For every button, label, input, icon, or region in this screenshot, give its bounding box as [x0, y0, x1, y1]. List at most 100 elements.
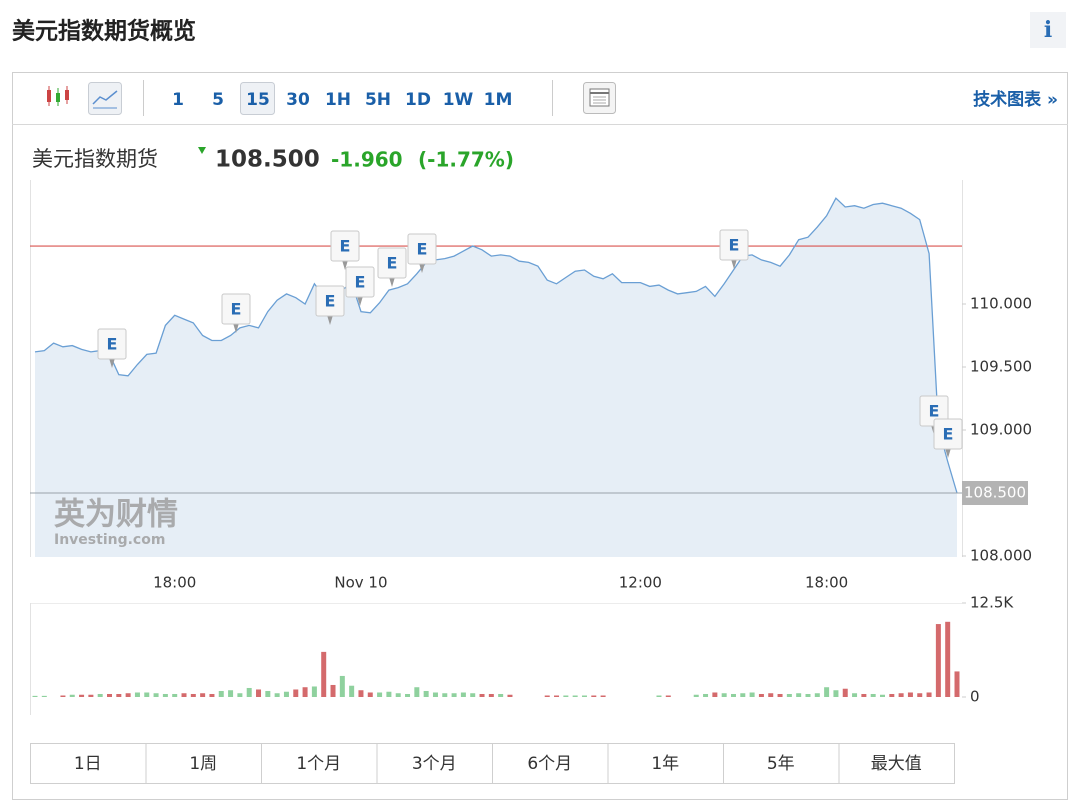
- volume-bar: [814, 693, 820, 697]
- event-pointer: [945, 448, 951, 458]
- range-button[interactable]: [261, 743, 378, 784]
- event-marker[interactable]: E: [377, 247, 407, 287]
- interval-button[interactable]: 1W: [443, 90, 474, 110]
- range-button[interactable]: [723, 743, 840, 784]
- volume-bar: [358, 690, 364, 697]
- x-tick-label: 12:00: [619, 574, 662, 592]
- interval-button[interactable]: 30: [286, 90, 310, 110]
- event-marker[interactable]: E: [933, 418, 963, 458]
- event-marker[interactable]: E: [407, 233, 437, 273]
- range-label[interactable]: 1日: [74, 754, 102, 774]
- range-button[interactable]: [145, 743, 262, 784]
- range-button[interactable]: [492, 743, 609, 784]
- event-pointer: [233, 323, 239, 333]
- event-label: E: [325, 292, 336, 311]
- range-group: 1日 1周 1个月 3个月 6个月 1年 5年 最大值: [30, 743, 955, 784]
- volume-chart: 0 12.5K: [32, 594, 1014, 706]
- volume-bar: [274, 693, 280, 697]
- volume-bar: [544, 695, 550, 697]
- volume-bar: [200, 693, 206, 697]
- event-box: [221, 293, 251, 325]
- watermark-brand: 英为财情: [54, 497, 178, 533]
- volume-bar: [405, 693, 411, 697]
- table-button[interactable]: [583, 82, 616, 114]
- volume-bar: [190, 693, 196, 697]
- range-button[interactable]: [30, 743, 147, 784]
- range-label[interactable]: 1个月: [296, 754, 341, 774]
- volume-bar: [181, 693, 187, 697]
- volume-bar: [563, 695, 569, 697]
- volume-bar: [432, 692, 438, 697]
- x-tick-label: 18:00: [153, 574, 196, 592]
- volume-bar: [88, 694, 94, 697]
- volume-bar: [237, 693, 243, 697]
- volume-bar: [703, 693, 709, 697]
- page-title: 美元指数期货概览: [12, 18, 196, 45]
- range-label[interactable]: 6个月: [527, 754, 572, 774]
- range-label[interactable]: 3个月: [412, 754, 457, 774]
- volume-bar: [879, 694, 885, 697]
- volume-bar: [228, 690, 234, 697]
- volume-bar: [870, 693, 876, 697]
- event-box: [377, 247, 407, 279]
- volume-bar: [125, 693, 131, 697]
- event-box: [315, 285, 345, 317]
- line-chart-button[interactable]: [88, 82, 122, 115]
- price-line: [34, 197, 958, 494]
- event-marker[interactable]: E: [97, 328, 127, 368]
- widget-frame: [12, 72, 1068, 800]
- interval-button[interactable]: 5H: [365, 90, 391, 110]
- volume-bar: [591, 695, 597, 697]
- volume-bar: [451, 693, 457, 697]
- last-price-tag: [962, 481, 1028, 505]
- event-box: [97, 328, 127, 360]
- volume-bar: [69, 694, 75, 697]
- event-marker[interactable]: E: [345, 266, 375, 306]
- info-button[interactable]: [1030, 12, 1066, 48]
- range-button[interactable]: [607, 743, 724, 784]
- event-label: E: [107, 335, 118, 354]
- volume-bar: [777, 693, 783, 697]
- volume-bar: [954, 671, 960, 697]
- quote-change-pct: (-1.77%): [418, 148, 514, 172]
- interval-button[interactable]: 15: [246, 90, 270, 110]
- line-chart-icon: [92, 90, 118, 105]
- interval-button[interactable]: 1M: [484, 90, 513, 110]
- volume-bar: [144, 692, 150, 697]
- interval-selected[interactable]: [240, 82, 275, 115]
- quote-price: 108.500: [215, 147, 320, 173]
- info-icon[interactable]: i: [1044, 17, 1052, 43]
- event-box: [933, 418, 963, 450]
- volume-bar: [116, 693, 122, 697]
- technical-chart-link[interactable]: 技术图表 »: [973, 89, 1058, 110]
- range-label[interactable]: 1周: [189, 754, 217, 774]
- volume-bar: [349, 685, 355, 697]
- volume-bar: [32, 695, 38, 697]
- y-tick-label: 0: [970, 688, 980, 706]
- event-marker[interactable]: E: [330, 230, 360, 270]
- interval-button[interactable]: 1D: [405, 90, 431, 110]
- volume-bar: [423, 690, 429, 697]
- volume-bar: [414, 687, 420, 697]
- volume-bar: [917, 693, 923, 697]
- range-label[interactable]: 5年: [767, 754, 795, 774]
- event-marker[interactable]: E: [719, 229, 749, 269]
- event-marker[interactable]: E: [315, 285, 345, 325]
- range-label[interactable]: 最大值: [871, 754, 922, 774]
- range-button[interactable]: [838, 743, 955, 784]
- x-tick-label: 18:00: [805, 574, 848, 592]
- event-pointer: [109, 358, 115, 368]
- interval-button[interactable]: 1H: [325, 90, 351, 110]
- event-marker[interactable]: E: [221, 293, 251, 333]
- candlestick-icon[interactable]: [47, 86, 69, 106]
- volume-bar: [861, 693, 867, 697]
- event-label: E: [943, 425, 954, 444]
- volume-bar: [898, 693, 904, 697]
- volume-bar: [805, 693, 811, 697]
- interval-button[interactable]: 1: [172, 90, 184, 110]
- range-label[interactable]: 1年: [651, 754, 679, 774]
- volume-bar: [302, 687, 308, 697]
- volume-bar: [209, 693, 215, 697]
- interval-button[interactable]: 5: [212, 90, 224, 110]
